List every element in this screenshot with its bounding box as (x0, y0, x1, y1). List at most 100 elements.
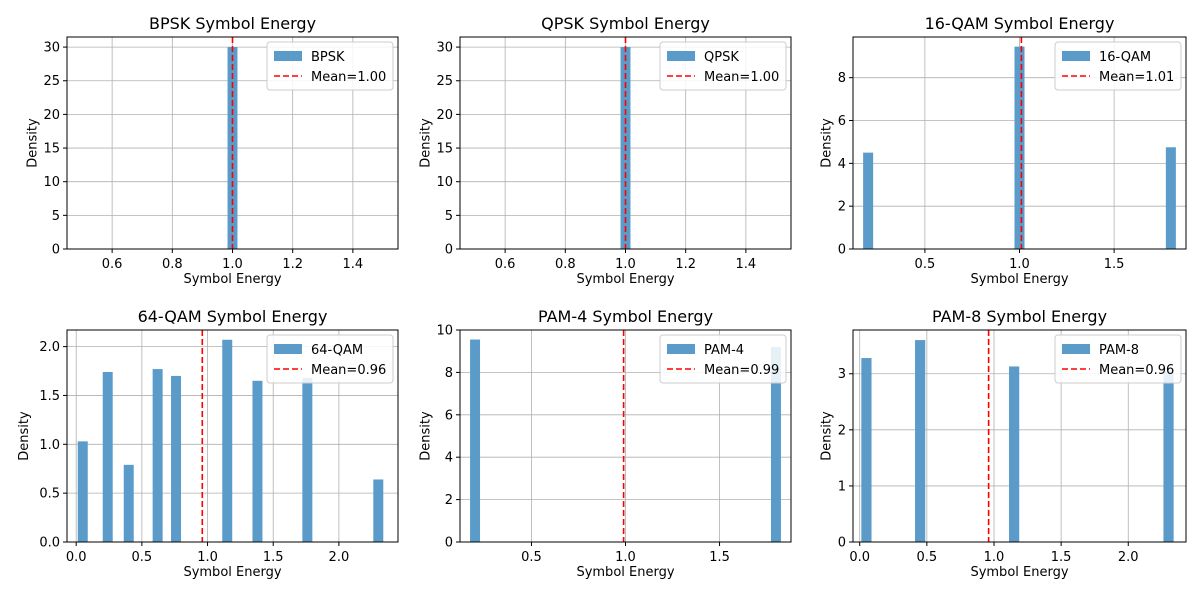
x-tick-label: 0.0 (66, 550, 87, 565)
chart-title: QPSK Symbol Energy (541, 14, 710, 33)
chart-title: 64-QAM Symbol Energy (138, 307, 328, 326)
x-axis-label: Symbol Energy (183, 565, 281, 580)
subplot-3: 0.5 1.0 1.5 0 2 4 6 8 16-QAM Symbol Energy Symbol… (820, 14, 1187, 287)
x-tick-label: 2.0 (329, 550, 350, 565)
y-tick-label: 2 (838, 423, 846, 438)
x-axis-label: Symbol Energy (183, 272, 281, 287)
histogram-bar (302, 377, 313, 542)
x-tick-label: 0.8 (555, 257, 576, 272)
histogram-bar (222, 339, 233, 542)
legend: QPSK Mean=1.00 (659, 41, 787, 91)
y-tick-label: 1.0 (39, 438, 60, 453)
histogram-bar (373, 479, 384, 542)
x-tick-label: 1.5 (1104, 257, 1125, 272)
axes-frame (66, 329, 399, 543)
x-tick-label: 1.0 (197, 550, 218, 565)
y-tick-label: 15 (43, 142, 60, 157)
legend-swatch-bar (667, 344, 695, 354)
legend: PAM-4 Mean=0.99 (659, 334, 787, 384)
y-tick-label: 2.0 (39, 340, 60, 355)
y-tick-label: 20 (43, 108, 60, 123)
y-tick-label: 1 (838, 479, 846, 494)
y-tick-label: 0 (838, 243, 846, 258)
legend-label-mean: Mean=1.01 (1099, 70, 1174, 85)
x-tick-label: 0.5 (915, 257, 936, 272)
chart-title: PAM-4 Symbol Energy (538, 307, 713, 326)
y-tick-label: 1.5 (39, 389, 60, 404)
legend-swatch-bar (1062, 344, 1090, 354)
x-tick-label: 0.0 (849, 550, 870, 565)
histogram-bar (861, 358, 872, 542)
x-axis-label: Symbol Energy (576, 272, 674, 287)
y-tick-label: 0 (445, 536, 453, 551)
legend-label-series: PAM-4 (704, 343, 744, 358)
histogram-bar (470, 339, 481, 542)
y-tick-label: 2 (838, 200, 846, 215)
x-tick-label: 1.0 (222, 257, 243, 272)
y-tick-label: 6 (838, 114, 846, 129)
y-tick-label: 15 (436, 142, 453, 157)
legend-label-series: 64-QAM (311, 343, 363, 358)
histogram-bar (152, 369, 163, 542)
legend-label-mean: Mean=0.96 (311, 363, 386, 378)
x-tick-label: 1.2 (282, 257, 303, 272)
legend: BPSK Mean=1.00 (266, 41, 394, 91)
x-tick-label: 0.6 (495, 257, 516, 272)
x-tick-label: 0.5 (917, 550, 938, 565)
chart-title: BPSK Symbol Energy (149, 14, 316, 33)
y-tick-label: 8 (445, 366, 453, 381)
histogram-bar (915, 340, 926, 542)
y-axis-label: Density (820, 118, 835, 168)
y-tick-label: 5 (445, 209, 453, 224)
y-tick-label: 6 (445, 408, 453, 423)
x-axis-label: Symbol Energy (970, 565, 1068, 580)
histogram-bar (123, 464, 134, 542)
legend-label-series: BPSK (311, 50, 345, 65)
x-tick-label: 0.8 (162, 257, 183, 272)
x-tick-label: 1.0 (984, 550, 1005, 565)
y-tick-label: 4 (445, 451, 453, 466)
y-tick-label: 25 (436, 74, 453, 89)
y-tick-label: 10 (436, 175, 453, 190)
y-tick-label: 0 (445, 243, 453, 258)
histogram-bar (863, 152, 874, 249)
legend-label-series: PAM-8 (1099, 343, 1139, 358)
legend-swatch-bar (274, 51, 302, 61)
y-tick-label: 0.5 (39, 487, 60, 502)
x-tick-label: 1.0 (615, 257, 636, 272)
y-tick-label: 10 (436, 324, 453, 339)
y-tick-label: 8 (838, 71, 846, 86)
y-axis-label: Density (17, 411, 32, 461)
x-tick-label: 1.5 (1051, 550, 1072, 565)
histogram-bar (1014, 46, 1025, 249)
x-tick-label: 1.4 (343, 257, 364, 272)
legend-swatch-bar (1062, 51, 1090, 61)
y-tick-label: 0.0 (39, 536, 60, 551)
y-axis-label: Density (418, 118, 433, 168)
y-tick-label: 2 (445, 493, 453, 508)
legend: 64-QAM Mean=0.96 (266, 334, 394, 384)
subplot-1: 0.6 0.8 1.0 1.2 1.4 0 5 10 15 20 25 30 BPSK Symbol E… (25, 14, 399, 287)
chart-title: PAM-8 Symbol Energy (932, 307, 1107, 326)
x-tick-label: 2.0 (1118, 550, 1139, 565)
y-tick-label: 0 (52, 243, 60, 258)
x-tick-label: 1.2 (675, 257, 696, 272)
y-tick-label: 25 (43, 74, 60, 89)
x-tick-label: 1.5 (709, 550, 730, 565)
x-tick-label: 1.5 (263, 550, 284, 565)
y-axis-label: Density (820, 411, 835, 461)
x-tick-label: 1.4 (736, 257, 757, 272)
y-tick-label: 20 (436, 108, 453, 123)
legend: PAM-8 Mean=0.96 (1054, 334, 1182, 384)
y-tick-label: 10 (43, 175, 60, 190)
histogram-bar (1163, 370, 1174, 542)
legend: 16-QAM Mean=1.01 (1054, 41, 1182, 91)
legend-label-mean: Mean=1.00 (704, 70, 779, 85)
y-tick-label: 0 (838, 536, 846, 551)
chart-title: 16-QAM Symbol Energy (925, 14, 1115, 33)
y-axis-label: Density (418, 411, 433, 461)
y-tick-label: 30 (436, 41, 453, 56)
x-tick-label: 0.6 (102, 257, 123, 272)
y-axis-label: Density (25, 118, 40, 168)
histogram-bar (770, 346, 781, 542)
